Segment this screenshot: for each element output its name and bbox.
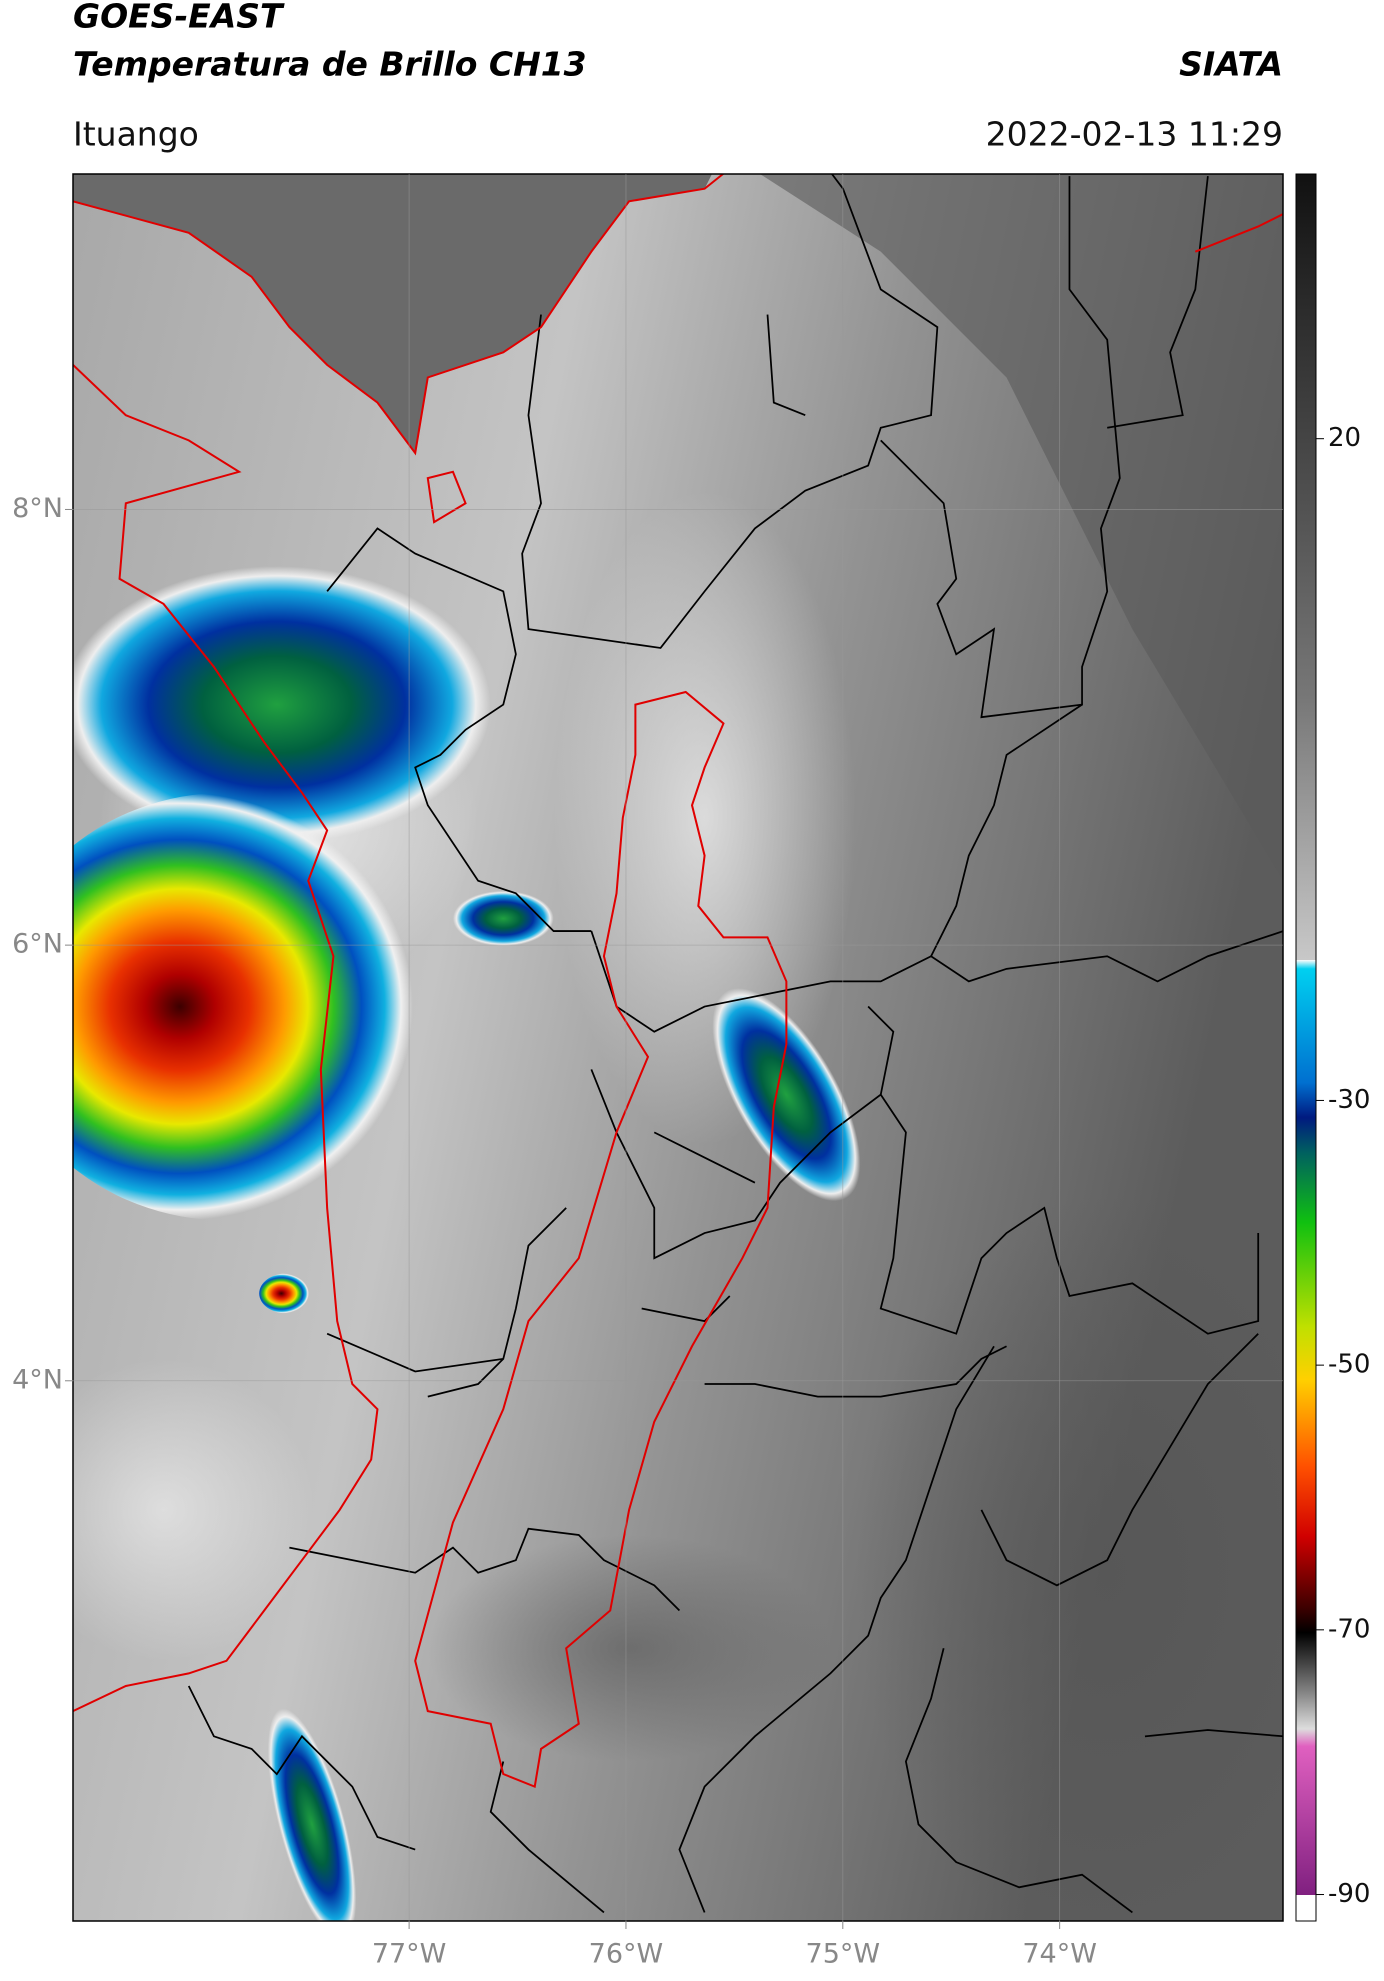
y-tick-label: 8°N (12, 493, 63, 524)
datetime: 2022-02-13 11:29 (986, 115, 1283, 154)
colorbar-tick-label: -70 (1328, 1614, 1370, 1644)
location: Ituango (73, 115, 199, 154)
colorbar (1295, 173, 1317, 1922)
colorbar-tick-label: -50 (1328, 1350, 1370, 1380)
x-tick-label: 76°W (589, 1939, 664, 1970)
x-tick-label: 75°W (806, 1939, 881, 1970)
organization: SIATA (1179, 45, 1283, 84)
subtitle: Temperatura de Brillo CH13 (73, 45, 587, 84)
y-tick-label: 4°N (12, 1364, 63, 1395)
title: GOES-EAST (73, 0, 285, 36)
colorbar-tick-label: -90 (1328, 1879, 1370, 1909)
colorbar-tick-label: 20 (1328, 423, 1361, 453)
colorbar-tick-label: -30 (1328, 1085, 1370, 1115)
x-tick-label: 77°W (372, 1939, 447, 1970)
map-image (73, 174, 1283, 1921)
x-tick-label: 74°W (1022, 1939, 1097, 1970)
map-frame (72, 173, 1284, 1922)
y-tick-label: 6°N (12, 929, 63, 960)
